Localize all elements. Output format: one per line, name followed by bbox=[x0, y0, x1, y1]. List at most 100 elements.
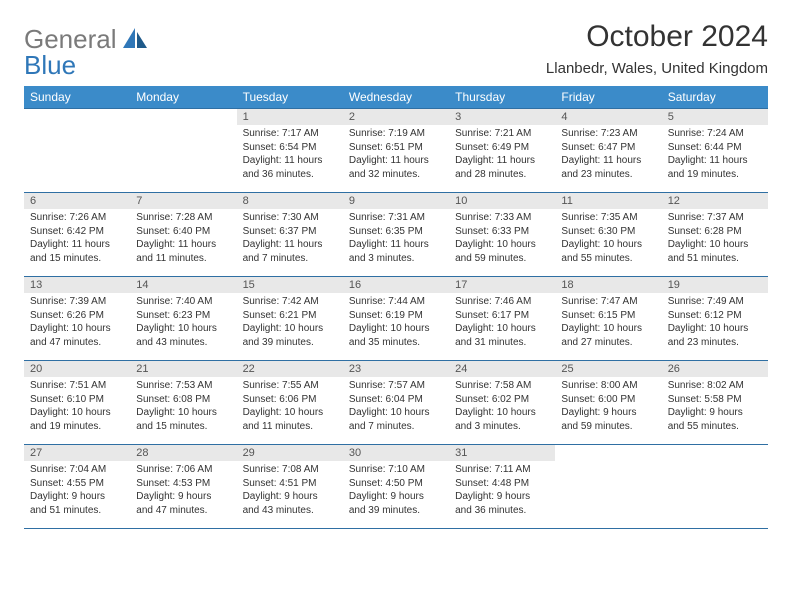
day-cell bbox=[130, 109, 236, 193]
day-details: Sunrise: 7:06 AMSunset: 4:53 PMDaylight:… bbox=[130, 461, 236, 521]
sunset-text: Sunset: 6:15 PM bbox=[561, 309, 655, 323]
day-details: Sunrise: 7:55 AMSunset: 6:06 PMDaylight:… bbox=[237, 377, 343, 437]
daylight-text: Daylight: 10 hours and 7 minutes. bbox=[349, 406, 443, 433]
daylight-text: Daylight: 10 hours and 19 minutes. bbox=[30, 406, 124, 433]
day-number: 5 bbox=[662, 109, 768, 125]
sunrise-text: Sunrise: 7:04 AM bbox=[30, 463, 124, 477]
sunset-text: Sunset: 6:30 PM bbox=[561, 225, 655, 239]
day-number: 26 bbox=[662, 361, 768, 377]
daylight-text: Daylight: 9 hours and 39 minutes. bbox=[349, 490, 443, 517]
day-number: 24 bbox=[449, 361, 555, 377]
col-monday: Monday bbox=[130, 86, 236, 109]
day-details: Sunrise: 7:35 AMSunset: 6:30 PMDaylight:… bbox=[555, 209, 661, 269]
day-details: Sunrise: 7:31 AMSunset: 6:35 PMDaylight:… bbox=[343, 209, 449, 269]
day-number: 21 bbox=[130, 361, 236, 377]
day-cell: 18Sunrise: 7:47 AMSunset: 6:15 PMDayligh… bbox=[555, 277, 661, 361]
sunrise-text: Sunrise: 7:57 AM bbox=[349, 379, 443, 393]
day-details: Sunrise: 7:26 AMSunset: 6:42 PMDaylight:… bbox=[24, 209, 130, 269]
day-cell: 7Sunrise: 7:28 AMSunset: 6:40 PMDaylight… bbox=[130, 193, 236, 277]
sunset-text: Sunset: 6:40 PM bbox=[136, 225, 230, 239]
sunset-text: Sunset: 6:12 PM bbox=[668, 309, 762, 323]
day-details: Sunrise: 7:24 AMSunset: 6:44 PMDaylight:… bbox=[662, 125, 768, 185]
daylight-text: Daylight: 10 hours and 15 minutes. bbox=[136, 406, 230, 433]
day-details: Sunrise: 7:23 AMSunset: 6:47 PMDaylight:… bbox=[555, 125, 661, 185]
day-number: 15 bbox=[237, 277, 343, 293]
day-details: Sunrise: 8:00 AMSunset: 6:00 PMDaylight:… bbox=[555, 377, 661, 437]
sunset-text: Sunset: 6:33 PM bbox=[455, 225, 549, 239]
sunset-text: Sunset: 6:26 PM bbox=[30, 309, 124, 323]
col-tuesday: Tuesday bbox=[237, 86, 343, 109]
day-number: 20 bbox=[24, 361, 130, 377]
day-cell: 12Sunrise: 7:37 AMSunset: 6:28 PMDayligh… bbox=[662, 193, 768, 277]
page-header: General Blue October 2024 Llanbedr, Wale… bbox=[24, 20, 768, 78]
sunset-text: Sunset: 6:28 PM bbox=[668, 225, 762, 239]
daylight-text: Daylight: 9 hours and 51 minutes. bbox=[30, 490, 124, 517]
sunrise-text: Sunrise: 7:46 AM bbox=[455, 295, 549, 309]
day-number: 4 bbox=[555, 109, 661, 125]
logo: General Blue bbox=[24, 20, 149, 78]
sunrise-text: Sunrise: 7:21 AM bbox=[455, 127, 549, 141]
sunrise-text: Sunrise: 7:11 AM bbox=[455, 463, 549, 477]
day-number: 16 bbox=[343, 277, 449, 293]
day-cell: 31Sunrise: 7:11 AMSunset: 4:48 PMDayligh… bbox=[449, 445, 555, 529]
sunset-text: Sunset: 6:37 PM bbox=[243, 225, 337, 239]
day-number: 3 bbox=[449, 109, 555, 125]
day-cell: 29Sunrise: 7:08 AMSunset: 4:51 PMDayligh… bbox=[237, 445, 343, 529]
day-cell: 13Sunrise: 7:39 AMSunset: 6:26 PMDayligh… bbox=[24, 277, 130, 361]
week-row: 1Sunrise: 7:17 AMSunset: 6:54 PMDaylight… bbox=[24, 109, 768, 193]
sail-icon bbox=[121, 26, 149, 57]
day-number: 18 bbox=[555, 277, 661, 293]
day-cell: 9Sunrise: 7:31 AMSunset: 6:35 PMDaylight… bbox=[343, 193, 449, 277]
sunrise-text: Sunrise: 7:33 AM bbox=[455, 211, 549, 225]
day-header-row: Sunday Monday Tuesday Wednesday Thursday… bbox=[24, 86, 768, 109]
sunset-text: Sunset: 6:44 PM bbox=[668, 141, 762, 155]
calendar-table: Sunday Monday Tuesday Wednesday Thursday… bbox=[24, 86, 768, 529]
week-row: 27Sunrise: 7:04 AMSunset: 4:55 PMDayligh… bbox=[24, 445, 768, 529]
daylight-text: Daylight: 11 hours and 3 minutes. bbox=[349, 238, 443, 265]
sunset-text: Sunset: 6:21 PM bbox=[243, 309, 337, 323]
day-number: 14 bbox=[130, 277, 236, 293]
day-details: Sunrise: 7:49 AMSunset: 6:12 PMDaylight:… bbox=[662, 293, 768, 353]
daylight-text: Daylight: 10 hours and 43 minutes. bbox=[136, 322, 230, 349]
day-cell: 17Sunrise: 7:46 AMSunset: 6:17 PMDayligh… bbox=[449, 277, 555, 361]
day-number: 31 bbox=[449, 445, 555, 461]
sunrise-text: Sunrise: 7:23 AM bbox=[561, 127, 655, 141]
daylight-text: Daylight: 11 hours and 36 minutes. bbox=[243, 154, 337, 181]
daylight-text: Daylight: 10 hours and 51 minutes. bbox=[668, 238, 762, 265]
day-number: 29 bbox=[237, 445, 343, 461]
day-details: Sunrise: 7:39 AMSunset: 6:26 PMDaylight:… bbox=[24, 293, 130, 353]
day-details: Sunrise: 7:46 AMSunset: 6:17 PMDaylight:… bbox=[449, 293, 555, 353]
sunrise-text: Sunrise: 7:37 AM bbox=[668, 211, 762, 225]
day-number: 17 bbox=[449, 277, 555, 293]
day-number: 8 bbox=[237, 193, 343, 209]
day-number: 19 bbox=[662, 277, 768, 293]
day-number: 9 bbox=[343, 193, 449, 209]
daylight-text: Daylight: 11 hours and 32 minutes. bbox=[349, 154, 443, 181]
sunrise-text: Sunrise: 7:24 AM bbox=[668, 127, 762, 141]
sunrise-text: Sunrise: 7:40 AM bbox=[136, 295, 230, 309]
calendar-page: General Blue October 2024 Llanbedr, Wale… bbox=[0, 0, 792, 549]
day-details: Sunrise: 7:11 AMSunset: 4:48 PMDaylight:… bbox=[449, 461, 555, 521]
title-block: October 2024 Llanbedr, Wales, United Kin… bbox=[546, 20, 768, 77]
sunset-text: Sunset: 6:04 PM bbox=[349, 393, 443, 407]
day-cell: 14Sunrise: 7:40 AMSunset: 6:23 PMDayligh… bbox=[130, 277, 236, 361]
daylight-text: Daylight: 11 hours and 23 minutes. bbox=[561, 154, 655, 181]
sunrise-text: Sunrise: 7:30 AM bbox=[243, 211, 337, 225]
daylight-text: Daylight: 10 hours and 39 minutes. bbox=[243, 322, 337, 349]
sunrise-text: Sunrise: 7:55 AM bbox=[243, 379, 337, 393]
day-number: 1 bbox=[237, 109, 343, 125]
day-cell: 16Sunrise: 7:44 AMSunset: 6:19 PMDayligh… bbox=[343, 277, 449, 361]
day-details: Sunrise: 7:40 AMSunset: 6:23 PMDaylight:… bbox=[130, 293, 236, 353]
sunrise-text: Sunrise: 7:53 AM bbox=[136, 379, 230, 393]
week-row: 13Sunrise: 7:39 AMSunset: 6:26 PMDayligh… bbox=[24, 277, 768, 361]
sunset-text: Sunset: 6:35 PM bbox=[349, 225, 443, 239]
daylight-text: Daylight: 10 hours and 35 minutes. bbox=[349, 322, 443, 349]
day-cell: 5Sunrise: 7:24 AMSunset: 6:44 PMDaylight… bbox=[662, 109, 768, 193]
sunset-text: Sunset: 6:17 PM bbox=[455, 309, 549, 323]
day-cell: 4Sunrise: 7:23 AMSunset: 6:47 PMDaylight… bbox=[555, 109, 661, 193]
day-number: 6 bbox=[24, 193, 130, 209]
sunrise-text: Sunrise: 7:17 AM bbox=[243, 127, 337, 141]
daylight-text: Daylight: 9 hours and 36 minutes. bbox=[455, 490, 549, 517]
day-number: 23 bbox=[343, 361, 449, 377]
sunset-text: Sunset: 6:06 PM bbox=[243, 393, 337, 407]
